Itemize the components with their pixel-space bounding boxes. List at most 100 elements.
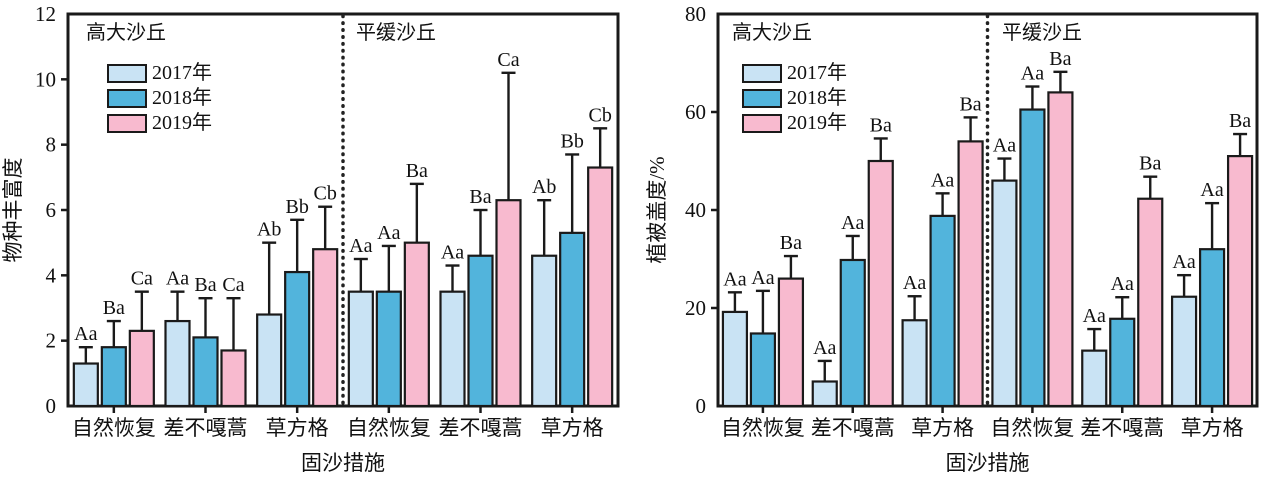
bar-2019年-g1	[128, 329, 155, 408]
bar-2019年-g4	[1047, 91, 1074, 408]
region-title-tall-dunes: 高大沙丘	[732, 21, 812, 44]
significance-label: Aa	[1083, 305, 1106, 327]
y-tick-label: 80	[685, 2, 706, 26]
bar-2019年-g2	[867, 159, 894, 408]
significance-label: Aa	[1111, 273, 1134, 295]
bar-2017年-g1	[72, 362, 99, 408]
bar-2018年-g3	[929, 214, 956, 408]
bar-2017年-g2	[164, 319, 191, 408]
significance-label: Ba	[870, 114, 892, 136]
bar-2018年-g1	[100, 346, 127, 408]
y-tick-label: 2	[46, 329, 57, 353]
legend-swatch-2	[742, 89, 782, 108]
category-label: 草方格	[911, 416, 974, 440]
y-axis-label: 植被盖度/%	[645, 156, 669, 263]
significance-label: Ba	[780, 232, 802, 254]
bar-2018年-g2	[192, 336, 219, 408]
category-label: 差不嘎蒿	[811, 416, 895, 440]
bar-2019年-g6	[587, 166, 614, 408]
bar-2019年-g4	[403, 241, 430, 408]
region-title-gentle-dunes: 平缓沙丘	[356, 21, 436, 44]
legend-label-3: 2019年	[152, 111, 212, 134]
bar-2018年-g6	[1198, 248, 1226, 408]
y-tick-label: 40	[685, 198, 706, 222]
bar-2017年-g5	[439, 290, 466, 408]
bar-2019年-g5	[1137, 197, 1164, 408]
significance-label: Aa	[751, 267, 774, 289]
significance-label: Bb	[285, 196, 308, 218]
x-axis-label: 固沙措施	[946, 451, 1030, 475]
significance-label: Aa	[993, 135, 1016, 157]
significance-label: Ba	[406, 160, 428, 182]
bar-2018年-g3	[284, 270, 311, 408]
bar-2018年-g5	[1109, 317, 1136, 408]
legend-label-2: 2018年	[787, 86, 847, 109]
legend-swatch-2	[107, 89, 147, 108]
bar-2019年-g6	[1226, 155, 1254, 408]
category-label: 草方格	[1181, 416, 1244, 440]
bar-2017年-g6	[531, 254, 558, 408]
region-title-tall-dunes: 高大沙丘	[86, 21, 166, 44]
significance-label: Ba	[1229, 110, 1251, 132]
significance-label: Aa	[723, 268, 746, 290]
significance-label: Bb	[560, 130, 583, 152]
bar-2017年-g5	[1081, 349, 1108, 408]
y-tick-label: 12	[35, 2, 56, 26]
category-label: 差不嘎蒿	[1080, 416, 1164, 440]
category-label: 差不嘎蒿	[164, 416, 248, 440]
legend-label-3: 2019年	[787, 111, 847, 134]
category-label: 自然恢复	[721, 416, 805, 440]
bar-2017年-g4	[347, 290, 374, 408]
significance-label: Aa	[813, 337, 836, 359]
significance-label: Aa	[1172, 251, 1195, 273]
y-tick-label: 0	[46, 394, 57, 418]
species-richness-chart: 0 2 4 6 8 10 12 高大沙丘 平缓沙丘 2017年 2018年 2019年 自然恢复 Aa Ba…	[0, 0, 640, 481]
significance-label: Aa	[166, 268, 189, 290]
category-label: 自然恢复	[347, 416, 431, 440]
category-label: 自然恢复	[72, 416, 156, 440]
significance-label: Ab	[257, 219, 281, 241]
bar-2019年-g1	[777, 277, 805, 408]
bar-2017年-g4	[991, 179, 1018, 408]
y-axis-label: 物种丰富度	[1, 158, 25, 263]
significance-label: Ca	[222, 274, 244, 296]
significance-label: Aa	[841, 212, 864, 234]
region-title-gentle-dunes: 平缓沙丘	[1002, 21, 1082, 44]
significance-label: Aa	[74, 323, 97, 345]
significance-label: Aa	[377, 222, 400, 244]
x-axis-label: 固沙措施	[301, 451, 385, 475]
bar-2017年-g2	[811, 380, 838, 408]
y-tick-label: 60	[685, 100, 706, 124]
bar-2018年-g2	[839, 258, 866, 408]
bar-2018年-g4	[375, 290, 402, 408]
significance-label: Aa	[349, 235, 372, 257]
significance-label: Cb	[313, 183, 336, 205]
significance-label: Ba	[959, 93, 981, 115]
legend-label-1: 2017年	[787, 61, 847, 84]
significance-label: Aa	[903, 272, 926, 294]
legend-swatch-1	[107, 64, 147, 83]
category-label: 草方格	[266, 416, 329, 440]
bar-2017年-g1	[721, 310, 749, 408]
legend-label-1: 2017年	[152, 61, 212, 84]
bar-2017年-g6	[1170, 295, 1198, 408]
significance-label: Ca	[497, 49, 519, 71]
bar-2017年-g3	[256, 313, 283, 408]
bar-2018年-g1	[749, 332, 777, 408]
y-tick-label: 10	[35, 67, 56, 91]
bar-2019年-g5	[495, 199, 522, 408]
significance-label: Cb	[588, 104, 611, 126]
significance-label: Ba	[194, 274, 216, 296]
bar-2018年-g6	[559, 231, 586, 408]
vegetation-coverage-chart: 0 20 40 60 80 高大沙丘 平缓沙丘 2017年 2018年 2019年 自然恢复 Aa Aa…	[640, 0, 1269, 481]
significance-label: Ba	[1049, 48, 1071, 70]
bar-2018年-g5	[467, 254, 494, 408]
significance-label: Aa	[931, 169, 954, 191]
significance-label: Aa	[1200, 179, 1223, 201]
category-label: 草方格	[541, 416, 604, 440]
y-tick-label: 0	[696, 394, 707, 418]
bar-2017年-g3	[901, 319, 928, 408]
